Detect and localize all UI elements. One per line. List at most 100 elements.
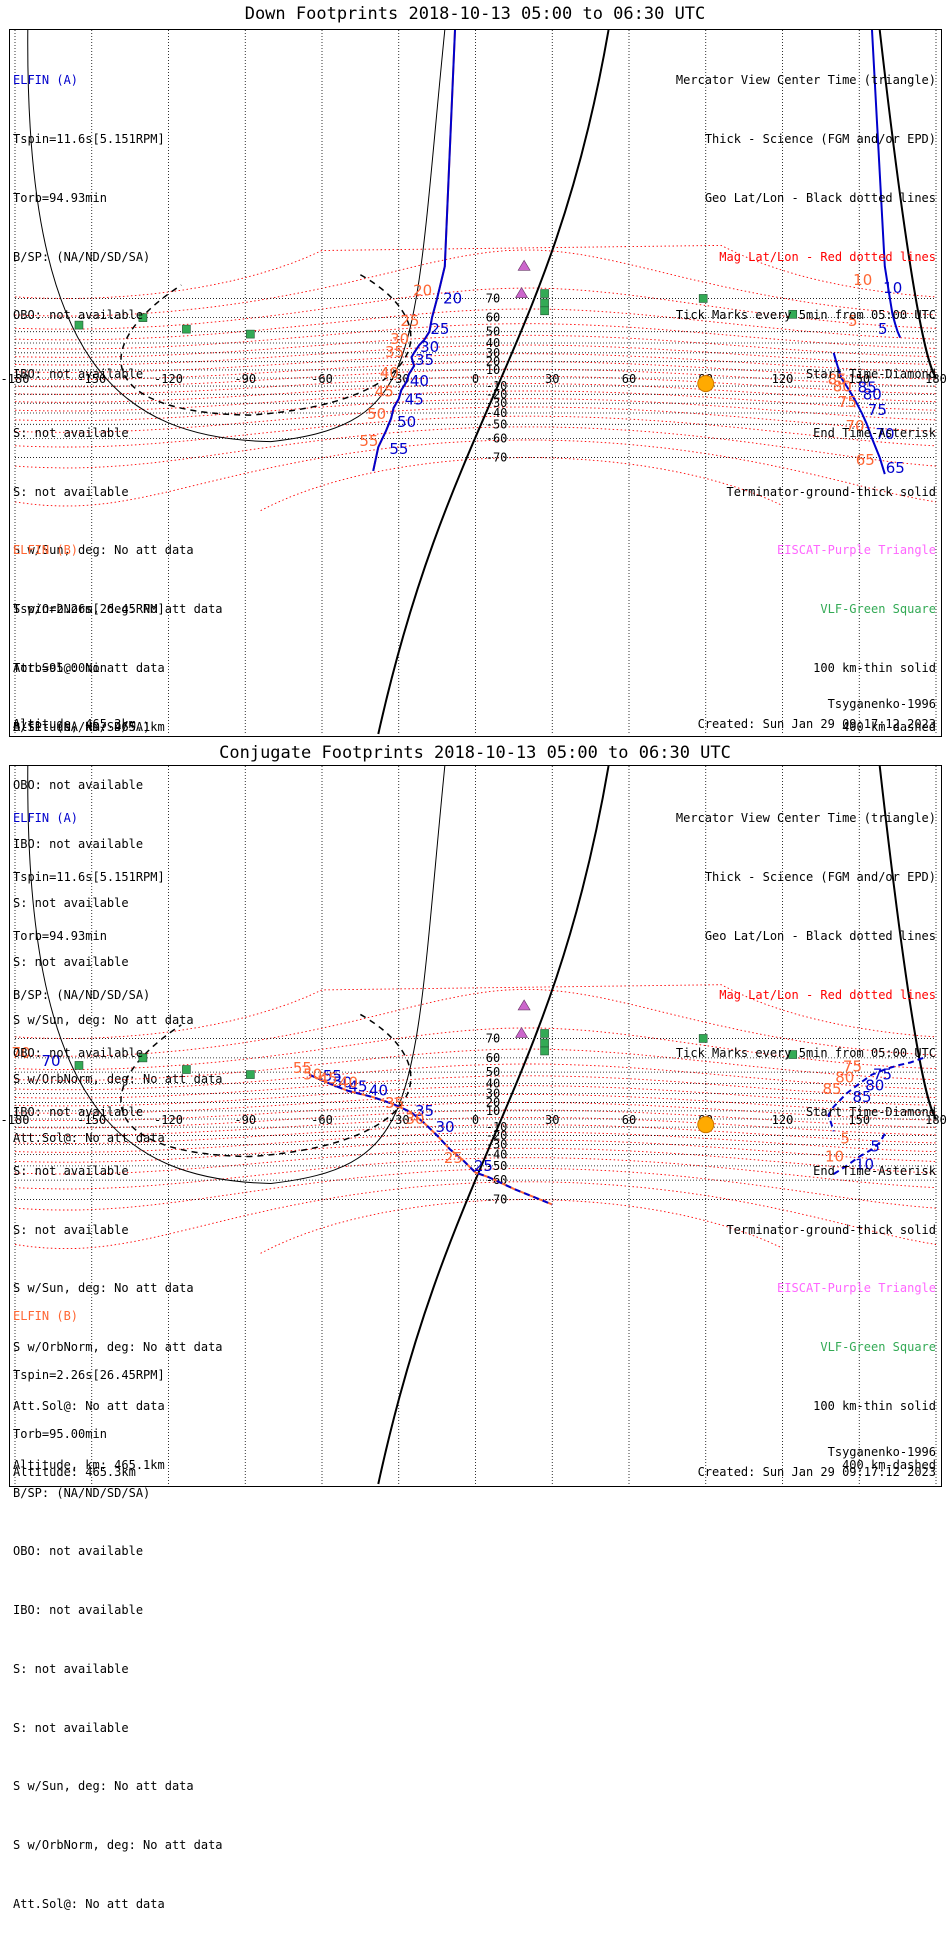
info-line: S: not available (13, 484, 129, 499)
mag-lat-line (14, 244, 937, 299)
legend-line: Thick - Science (FGM and/or EPD) (704, 869, 936, 884)
elfin-a-tick-label: 35 (415, 351, 434, 369)
legend-line: Mercator View Center Time (triangle) (675, 73, 936, 88)
legend-line: Tick Marks every 5min from 05:00 UTC (675, 308, 936, 323)
legend-line: EISCAT-Purple Triangle (777, 543, 936, 558)
vlf-station-marker (540, 1029, 549, 1038)
elfin-b-tick-label: 20 (413, 281, 432, 299)
info-line: B/SP: (NA/ND/SD/SA) (13, 719, 151, 734)
range-100km-line (27, 29, 446, 443)
lon-tick-label: -30 (388, 372, 410, 386)
info-line: IBO: not available (13, 1105, 144, 1120)
mag-lat-line (14, 1075, 937, 1099)
info-line: IBO: not available (13, 1603, 144, 1618)
lat-tick-label: -10 (486, 379, 508, 393)
vlf-station-marker (138, 1053, 148, 1063)
legend-line: Tick Marks every 5min from 05:00 UTC (675, 1046, 936, 1061)
mag-lat-line (14, 1063, 937, 1091)
lon-tick-label: 120 (772, 372, 794, 386)
vlf-station-marker (246, 1070, 255, 1079)
lat-tick-label: 70 (486, 1031, 500, 1045)
elfin-a-tick-label: 70 (41, 1052, 60, 1070)
elfin-a-tick-label: 75 (868, 401, 887, 419)
geo-grid (14, 30, 937, 734)
elfin-b-label: ELFIN (B) (13, 1309, 79, 1324)
elfin-b-tick-label: 50 (367, 405, 386, 423)
lat-tick-label: 50 (486, 325, 500, 339)
legend: Mercator View Center Time (triangle) Thi… (676, 770, 936, 1515)
model-label: Tsyganenko-1996 (827, 1445, 936, 1459)
lon-tick-label: -180 (1, 372, 30, 386)
legend-line: VLF-Green Square (820, 602, 936, 617)
info-line: S w/OrbNorm, deg: No att data (13, 602, 223, 617)
elfin-b-tick-label: 45 (375, 383, 394, 401)
altitude-b: Altitude: 465.3km (13, 717, 136, 731)
lon-tick-label: 150 (848, 372, 870, 386)
info-line: S: not available (13, 1222, 129, 1237)
info-line: S: not available (13, 895, 129, 910)
lon-tick-label: -60 (311, 1113, 333, 1127)
elfin-a-tick-label: 45 (348, 1078, 367, 1096)
info-line: Tspin=2.26s[26.45RPM] (13, 1367, 165, 1382)
conjugate-footprints-panel: Conjugate Footprints 2018-10-13 05:00 to… (0, 739, 950, 1911)
elfin-b-tick-label: 5 (840, 1129, 850, 1147)
range-400km-line (120, 1013, 412, 1158)
lon-tick-label: 30 (545, 372, 559, 386)
elfin-a-tick-label: 45 (405, 391, 424, 409)
info-line: Altitude, km: 465.1km (13, 719, 165, 734)
elfin-a-tick-label: 85 (858, 379, 877, 397)
created-label: Created: Sun Jan 29 09:17:12 2023 (697, 717, 936, 731)
eiscat-site-marker (517, 999, 531, 1011)
legend-line: End Time-Asterisk (813, 1163, 936, 1178)
mag-lat-line (14, 1157, 937, 1190)
elfin-b-tick-label: 80 (833, 377, 852, 395)
elfin-b-tick-label: 55 (359, 432, 378, 450)
vlf-station-marker (540, 289, 549, 298)
lat-tick-label: -70 (486, 1193, 508, 1207)
range-100km-line (27, 765, 446, 1184)
lat-tick-label: 10 (486, 363, 500, 377)
lat-tick-label: 40 (486, 1077, 500, 1091)
info-line: S: not available (13, 954, 129, 969)
legend: Mercator View Center Time (triangle) Thi… (676, 32, 936, 777)
mercator-map: -180-150-120-90-60-300306090120150180706… (1, 29, 947, 735)
info-line: Altitude, km: 465.1km (13, 1457, 165, 1472)
elfin-a-track (827, 1056, 924, 1132)
legend-line: Geo Lat/Lon - Black dotted lines (704, 190, 936, 205)
legend-line: Terminator-ground-thick solid (726, 1222, 936, 1237)
terminator-line (878, 765, 937, 1120)
terminator-line (377, 29, 610, 735)
info-line: S: not available (13, 1163, 129, 1178)
elfin-b-tick-label: 50 (303, 1066, 322, 1084)
info-line: S w/OrbNorm, deg: No att data (13, 1838, 223, 1853)
elfin-b-tick-label: 70 (845, 417, 864, 435)
elfin-a-tick-label: 40 (369, 1082, 388, 1100)
lat-tick-label: -70 (486, 451, 508, 465)
elfin-b-tick-label: 25 (444, 1149, 463, 1167)
legend-line: Mercator View Center Time (triangle) (675, 811, 936, 826)
elfin-a-tick-label: 50 (333, 1074, 352, 1092)
mag-lat-line (14, 375, 937, 395)
info-line: S: not available (13, 1720, 129, 1735)
elfin-a-tick-label: 30 (435, 1118, 454, 1136)
model-label: Tsyganenko-1996 (827, 697, 936, 711)
elfin-b-tick-label: 40 (339, 1074, 358, 1092)
elfin-b-tick-label: 5 (848, 312, 858, 330)
vlf-station-marker (540, 1038, 549, 1048)
legend-line: Mag Lat/Lon - Red dotted lines (719, 249, 936, 264)
elfin-a-tick-label: 55 (389, 440, 408, 458)
elfin-a-tick-label: 5 (878, 320, 888, 338)
elfin-b-label: ELFIN (B) (13, 543, 79, 558)
info-line: Tspin=11.6s[5.151RPM] (13, 869, 165, 884)
eiscat-site-marker (515, 1026, 529, 1038)
panel-title: Conjugate Footprints 2018-10-13 05:00 to… (219, 743, 731, 763)
legend-line: VLF-Green Square (820, 1340, 936, 1355)
lon-tick-label: -150 (77, 1113, 106, 1127)
lon-tick-label: 120 (772, 1113, 794, 1127)
lat-tick-label: -20 (486, 387, 508, 401)
elfin-a-tick-label: 80 (863, 385, 882, 403)
legend-line: Start Time-Diamond (805, 1105, 936, 1120)
elfin-b-tick-label: 25 (400, 312, 419, 330)
elfin-b-tick-label: 30 (390, 330, 409, 348)
elfin-b-tick-label: 70 (11, 1044, 30, 1062)
